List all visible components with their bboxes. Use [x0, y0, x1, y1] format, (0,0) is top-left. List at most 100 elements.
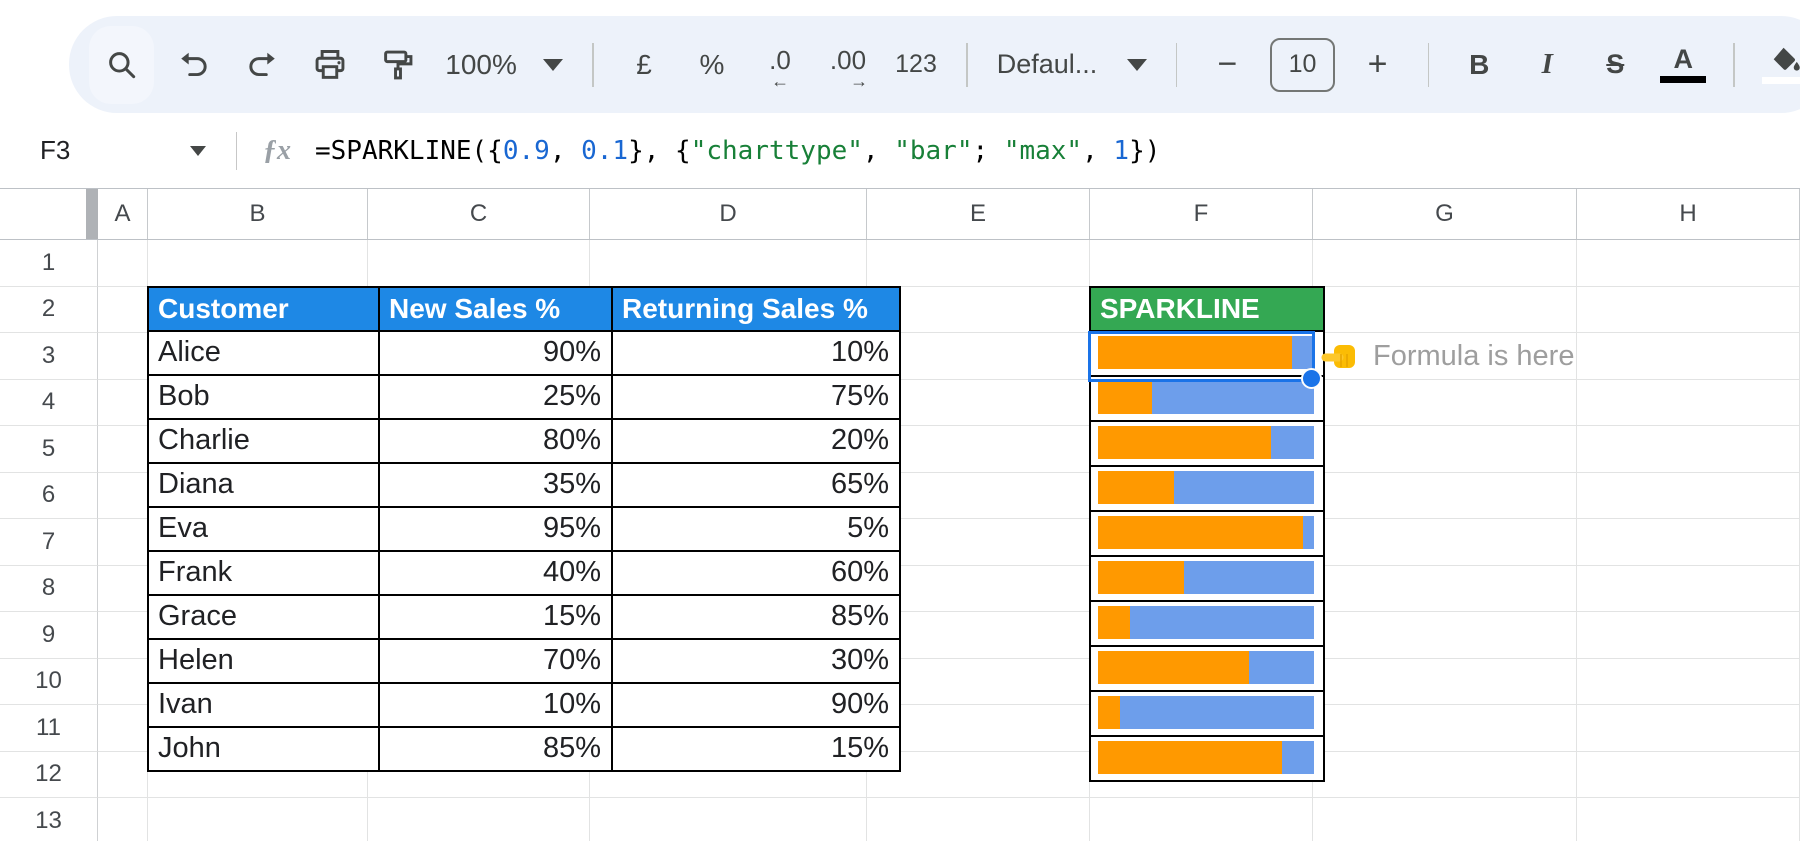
fill-color-button[interactable] [1760, 35, 1800, 95]
cell-B12[interactable]: John [147, 725, 380, 772]
row-header-1[interactable]: 1 [0, 240, 98, 287]
column-header-H[interactable]: H [1577, 189, 1800, 239]
formula-bar-divider [236, 131, 237, 170]
column-header-C[interactable]: C [368, 189, 590, 239]
italic-button[interactable]: I [1522, 35, 1572, 95]
gridline [98, 657, 1800, 659]
row-header-6[interactable]: 6 [0, 472, 98, 519]
cell-B10[interactable]: Helen [147, 637, 380, 684]
cell-F10[interactable] [1089, 644, 1325, 692]
zoom-control[interactable]: 100% [441, 35, 567, 95]
cell-D10[interactable]: 30% [611, 637, 901, 684]
font-family-control[interactable]: Defaul... [993, 35, 1151, 95]
cell-F3[interactable] [1089, 329, 1325, 377]
cell-F6[interactable] [1089, 464, 1325, 512]
cell-B6[interactable]: Diana [147, 461, 380, 508]
cell-F12[interactable] [1089, 734, 1325, 782]
cell-C12[interactable]: 85% [378, 725, 613, 772]
cell-B8[interactable]: Frank [147, 549, 380, 596]
gridline [98, 704, 1800, 705]
cell-C7[interactable]: 95% [378, 505, 613, 552]
redo-button[interactable] [237, 35, 287, 95]
cell-C11[interactable]: 10% [378, 681, 613, 728]
select-all-corner[interactable] [0, 189, 86, 239]
cell-F2[interactable]: SPARKLINE [1089, 285, 1325, 332]
more-formats-button[interactable]: 123 [891, 35, 941, 95]
cell-B3[interactable]: Alice [147, 329, 380, 376]
formula-segment: , [862, 135, 895, 166]
font-size-input[interactable]: 10 [1270, 37, 1335, 92]
bold-button[interactable]: B [1454, 35, 1504, 95]
row-header-5[interactable]: 5 [0, 426, 98, 473]
cell-B9[interactable]: Grace [147, 593, 380, 640]
row-header-2[interactable]: 2 [0, 286, 98, 333]
row-header-7[interactable]: 7 [0, 519, 98, 566]
cell-D5[interactable]: 20% [611, 417, 901, 464]
gridline [98, 797, 1800, 798]
column-header-B[interactable]: B [148, 189, 368, 239]
currency-format-button[interactable]: £ [619, 35, 669, 95]
cell-B2[interactable]: Customer [147, 285, 380, 332]
cell-D12[interactable]: 15% [611, 725, 901, 772]
sparkline-bar [1098, 380, 1314, 414]
row-header-10[interactable]: 10 [0, 658, 98, 705]
percent-format-button[interactable]: % [687, 35, 737, 95]
column-header-D[interactable]: D [590, 189, 867, 239]
column-header-A[interactable]: A [98, 189, 148, 239]
cell-C8[interactable]: 40% [378, 549, 613, 596]
cell-G3-annotation[interactable]: Formula is here [1321, 333, 1574, 380]
cell-F4[interactable] [1089, 374, 1325, 422]
cell-C4[interactable]: 25% [378, 373, 613, 420]
cell-D6[interactable]: 65% [611, 461, 901, 508]
formula-segment: "bar" [894, 135, 973, 166]
cell-D3[interactable]: 10% [611, 329, 901, 376]
text-color-button[interactable]: A [1658, 35, 1708, 95]
cell-C3[interactable]: 90% [378, 329, 613, 376]
cell-D7[interactable]: 5% [611, 505, 901, 552]
row-header-8[interactable]: 8 [0, 565, 98, 612]
row-header-9[interactable]: 9 [0, 612, 98, 659]
cell-F8[interactable] [1089, 554, 1325, 602]
paint-format-button[interactable] [373, 35, 423, 95]
search-button[interactable] [89, 25, 155, 104]
text-color-swatch [1660, 76, 1707, 83]
row-header-4[interactable]: 4 [0, 379, 98, 426]
cell-C9[interactable]: 15% [378, 593, 613, 640]
formula-input[interactable]: =SPARKLINE({0.9, 0.1}, {"charttype", "ba… [315, 136, 1160, 166]
formula-segment: }, { [628, 135, 691, 166]
name-box[interactable]: F3 [40, 135, 206, 166]
row-header-3[interactable]: 3 [0, 333, 98, 380]
formula-bar: F3 ƒx =SPARKLINE({0.9, 0.1}, {"charttype… [0, 113, 1800, 188]
cell-D9[interactable]: 85% [611, 593, 901, 640]
cell-D8[interactable]: 60% [611, 549, 901, 596]
cell-F9[interactable] [1089, 599, 1325, 647]
cell-F11[interactable] [1089, 689, 1325, 737]
row-header-11[interactable]: 11 [0, 705, 98, 752]
increase-font-size-button[interactable]: + [1353, 35, 1403, 95]
cell-D2[interactable]: Returning Sales % [611, 285, 901, 332]
strikethrough-button[interactable]: S [1590, 35, 1640, 95]
cell-B5[interactable]: Charlie [147, 417, 380, 464]
cell-B11[interactable]: Ivan [147, 681, 380, 728]
row-header-13[interactable]: 13 [0, 798, 98, 841]
column-header-G[interactable]: G [1313, 189, 1577, 239]
cell-C5[interactable]: 80% [378, 417, 613, 464]
cell-D4[interactable]: 75% [611, 373, 901, 420]
decrease-decimal-button[interactable]: .0 ← [755, 35, 805, 95]
cell-D11[interactable]: 90% [611, 681, 901, 728]
cell-B7[interactable]: Eva [147, 505, 380, 552]
cell-C10[interactable]: 70% [378, 637, 613, 684]
row-header-12[interactable]: 12 [0, 751, 98, 798]
cell-B4[interactable]: Bob [147, 373, 380, 420]
undo-button[interactable] [169, 35, 219, 95]
decrease-font-size-button[interactable]: − [1202, 35, 1252, 95]
column-header-F[interactable]: F [1090, 189, 1313, 239]
cell-F5[interactable] [1089, 419, 1325, 467]
cell-C2[interactable]: New Sales % [378, 285, 613, 332]
bold-icon: B [1469, 48, 1490, 80]
column-header-E[interactable]: E [867, 189, 1090, 239]
increase-decimal-button[interactable]: .00 → [823, 35, 873, 95]
cell-C6[interactable]: 35% [378, 461, 613, 508]
print-button[interactable] [305, 35, 355, 95]
cell-F7[interactable] [1089, 509, 1325, 557]
